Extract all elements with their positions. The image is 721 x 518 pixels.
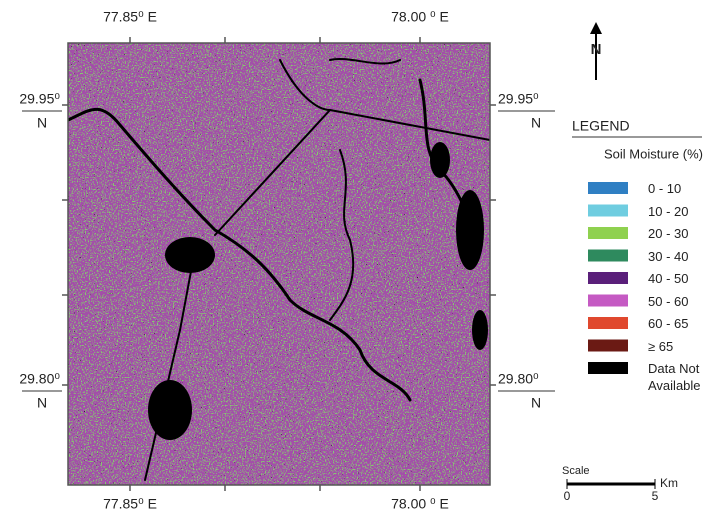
latitude-degrees: 29.95⁰	[498, 91, 539, 107]
legend-swatch	[588, 182, 628, 194]
scale-bar: Scale 0 5 Km	[562, 465, 678, 503]
legend-label: 60 - 65	[648, 315, 720, 332]
legend-swatch	[588, 205, 628, 217]
longitude-label: 78.00 ⁰ E	[391, 9, 449, 25]
longitude-label: 77.85⁰ E	[103, 496, 157, 512]
legend-label: ≥ 65	[648, 338, 720, 355]
legend-label: 20 - 30	[648, 225, 720, 242]
latitude-hemisphere: N	[37, 115, 47, 131]
legend-label: 0 - 10	[648, 180, 720, 197]
scale-label: 0	[564, 489, 571, 503]
latitude-hemisphere: N	[531, 115, 541, 131]
legend-swatch	[588, 272, 628, 284]
legend-subtitle: Soil Moisture (%)	[604, 146, 703, 161]
legend-label: Data Not Available	[648, 360, 720, 394]
latitude-degrees: 29.80⁰	[19, 371, 60, 387]
scale-unit: Km	[660, 476, 678, 490]
legend-swatch	[588, 317, 628, 329]
latitude-degrees: 29.80⁰	[498, 371, 539, 387]
legend-label: 10 - 20	[648, 203, 720, 220]
legend-swatch	[588, 295, 628, 307]
legend-label: 30 - 40	[648, 248, 720, 265]
latitude-degrees: 29.95⁰	[19, 91, 60, 107]
longitude-label: 77.85⁰ E	[103, 9, 157, 25]
legend-swatch	[588, 362, 628, 374]
legend-swatches	[588, 182, 628, 374]
latitude-hemisphere: N	[37, 395, 47, 411]
latitude-hemisphere: N	[531, 395, 541, 411]
scale-label: 5	[652, 489, 659, 503]
soil-moisture-raster	[68, 43, 490, 485]
legend-label: 40 - 50	[648, 270, 720, 287]
scale-title: Scale	[562, 465, 590, 477]
legend-label: 50 - 60	[648, 293, 720, 310]
map-svg: 77.85⁰ E 78.00 ⁰ E 77.85⁰ E 78.00 ⁰ E 29…	[0, 0, 721, 518]
legend-swatch	[588, 250, 628, 262]
north-arrow: N	[590, 22, 602, 80]
legend-title: LEGEND	[572, 118, 630, 134]
map-figure: 77.85⁰ E 78.00 ⁰ E 77.85⁰ E 78.00 ⁰ E 29…	[0, 0, 721, 518]
legend-swatch	[588, 340, 628, 352]
longitude-label: 78.00 ⁰ E	[391, 496, 449, 512]
north-label: N	[591, 41, 602, 58]
legend-swatch	[588, 227, 628, 239]
